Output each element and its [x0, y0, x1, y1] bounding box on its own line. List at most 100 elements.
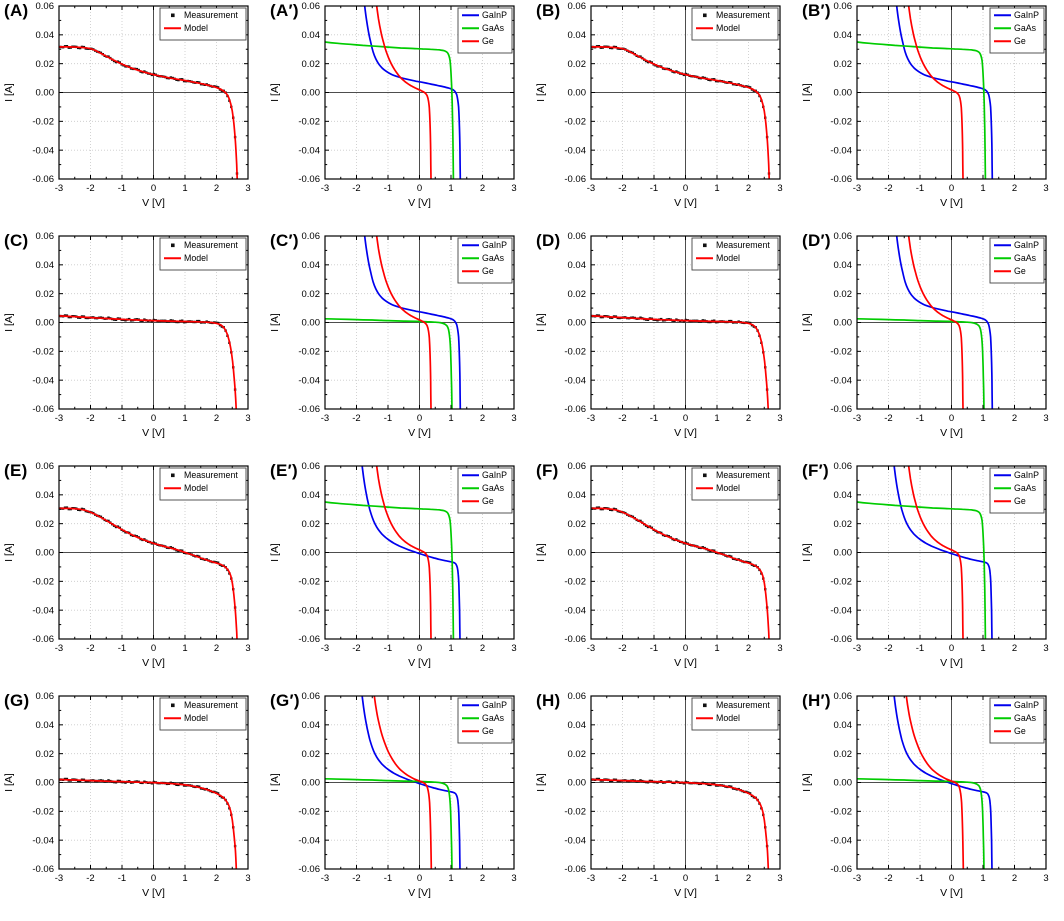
y-tick-label: 0.02	[568, 289, 587, 300]
y-tick-label: -0.04	[32, 145, 54, 156]
x-tick-label: 0	[949, 183, 954, 194]
y-tick-label: 0.04	[36, 30, 55, 41]
panel-label-G-prime: (G′)	[270, 691, 300, 710]
y-tick-label: 0.00	[568, 548, 587, 559]
panel-label-C: (C)	[4, 231, 29, 250]
y-tick-label: 0.06	[568, 1, 587, 12]
x-tick-label: 2	[214, 643, 219, 654]
x-tick-label: 0	[683, 413, 688, 424]
panel-label-B: (B)	[536, 1, 561, 20]
y-axis-label: I [A]	[801, 313, 813, 332]
y-tick-label: 0.00	[568, 88, 587, 99]
y-tick-label: -0.02	[32, 117, 54, 128]
y-tick-label: 0.06	[302, 1, 321, 12]
measurement-marker	[107, 779, 110, 782]
legend-label: Ge	[482, 496, 494, 506]
y-tick-label: 0.00	[302, 318, 321, 329]
gainp-curve	[361, 466, 461, 639]
legend-label: Measurement	[184, 240, 238, 250]
legend-label: GaAs	[1014, 713, 1037, 723]
legend-label: GaAs	[1014, 253, 1037, 263]
y-axis-label: I [A]	[535, 83, 547, 102]
legend-label: GaInP	[1014, 240, 1039, 250]
x-tick-label: 2	[480, 643, 485, 654]
y-tick-label: -0.06	[32, 634, 54, 645]
y-tick-label: 0.02	[302, 749, 321, 760]
x-tick-label: 3	[245, 413, 250, 424]
y-axis-label: I [A]	[269, 543, 281, 562]
y-tick-label: -0.02	[298, 577, 320, 588]
ge-curve	[907, 236, 964, 409]
y-tick-label: 0.00	[834, 778, 853, 789]
x-tick-label: 3	[245, 183, 250, 194]
x-tick-label: -3	[853, 413, 861, 424]
x-tick-label: -2	[884, 873, 892, 884]
iv-plot-E-prime: -3 -2 -1 0 1 2 3 -0.06 -0.04 -0.02 0.00 0.02 0.04 0.0…	[269, 461, 517, 669]
y-axis-label: I [A]	[535, 543, 547, 562]
iv-plot-F: -3 -2 -1 0 1 2 3 -0.06 -0.04 -0.02 0.00 0.02 0.04 0.0…	[535, 461, 783, 669]
x-tick-label: -2	[618, 413, 626, 424]
model-curve	[59, 507, 238, 639]
x-tick-label: -2	[86, 413, 94, 424]
iv-plot-G-prime: -3 -2 -1 0 1 2 3 -0.06 -0.04 -0.02 0.00 0.02 0.04 0.0…	[269, 691, 517, 899]
y-tick-label: -0.06	[298, 174, 320, 185]
ge-curve	[907, 466, 964, 639]
x-tick-label: -1	[118, 183, 126, 194]
x-tick-label: 1	[182, 643, 187, 654]
x-tick-label: 1	[448, 413, 453, 424]
panel-label-E: (E)	[4, 461, 28, 480]
y-tick-label: 0.04	[302, 30, 321, 41]
x-axis-label: V [V]	[408, 887, 431, 899]
iv-plot-C: -3 -2 -1 0 1 2 3 -0.06 -0.04 -0.02 0.00 0.02 0.04 0.0…	[3, 231, 251, 439]
y-tick-label: 0.02	[36, 519, 55, 530]
y-tick-label: 0.00	[568, 318, 587, 329]
y-tick-label: -0.06	[830, 404, 852, 415]
legend-label: Measurement	[184, 470, 238, 480]
y-tick-label: -0.06	[298, 634, 320, 645]
x-tick-label: -1	[384, 873, 392, 884]
ge-curve	[905, 696, 965, 869]
x-tick-label: -3	[55, 183, 63, 194]
x-tick-label: 1	[182, 873, 187, 884]
y-tick-label: 0.00	[834, 318, 853, 329]
ge-curve	[375, 6, 432, 179]
y-tick-label: 0.04	[834, 720, 853, 731]
y-tick-label: 0.06	[568, 461, 587, 472]
x-tick-label: 0	[417, 183, 422, 194]
x-tick-label: 3	[777, 643, 782, 654]
x-tick-label: -2	[618, 643, 626, 654]
x-tick-label: 0	[949, 643, 954, 654]
y-tick-label: -0.06	[564, 174, 586, 185]
x-tick-label: 2	[480, 873, 485, 884]
y-tick-label: -0.06	[32, 864, 54, 875]
panel-label-E-prime: (E′)	[270, 461, 298, 480]
x-tick-label: 2	[1012, 643, 1017, 654]
legend-label: Model	[716, 483, 740, 493]
x-tick-label: -1	[650, 643, 658, 654]
y-tick-label: -0.02	[830, 117, 852, 128]
x-tick-label: 1	[448, 183, 453, 194]
x-tick-label: -1	[384, 413, 392, 424]
y-tick-label: -0.02	[564, 577, 586, 588]
iv-plot-D: -3 -2 -1 0 1 2 3 -0.06 -0.04 -0.02 0.00 0.02 0.04 0.0…	[535, 231, 783, 439]
gainp-curve	[893, 696, 993, 869]
x-tick-label: -2	[884, 183, 892, 194]
x-axis-label: V [V]	[940, 197, 963, 209]
plot-panel-F-prime: (F′) -3 -2 -1 0 1 2 3 -0.06 -0.04 -0.02 0.00 0.02 0.0…	[798, 460, 1064, 690]
y-tick-label: 0.06	[834, 231, 853, 242]
y-tick-label: 0.04	[568, 720, 587, 731]
legend-label: Measurement	[716, 700, 770, 710]
iv-plot-H-prime: -3 -2 -1 0 1 2 3 -0.06 -0.04 -0.02 0.00 0.02 0.04 0.0…	[801, 691, 1049, 899]
x-axis-label: V [V]	[408, 197, 431, 209]
legend-marker-swatch	[171, 13, 175, 18]
x-axis-label: V [V]	[674, 197, 697, 209]
x-tick-label: -1	[384, 643, 392, 654]
x-tick-label: 2	[746, 643, 751, 654]
plot-panel-B: (B) -3 -2 -1 0 1 2 3 -0.06 -0.04 -0.02 0.00 0.02 0.04…	[532, 0, 798, 230]
y-tick-label: 0.02	[36, 749, 55, 760]
y-axis-label: I [A]	[535, 773, 547, 792]
measurement-marker	[236, 640, 238, 642]
plot-panel-A-prime: (A′) -3 -2 -1 0 1 2 3 -0.06 -0.04 -0.02 0.00 0.02 0.0…	[266, 0, 532, 230]
legend-label: Ge	[1014, 496, 1026, 506]
y-tick-label: 0.04	[302, 260, 321, 271]
